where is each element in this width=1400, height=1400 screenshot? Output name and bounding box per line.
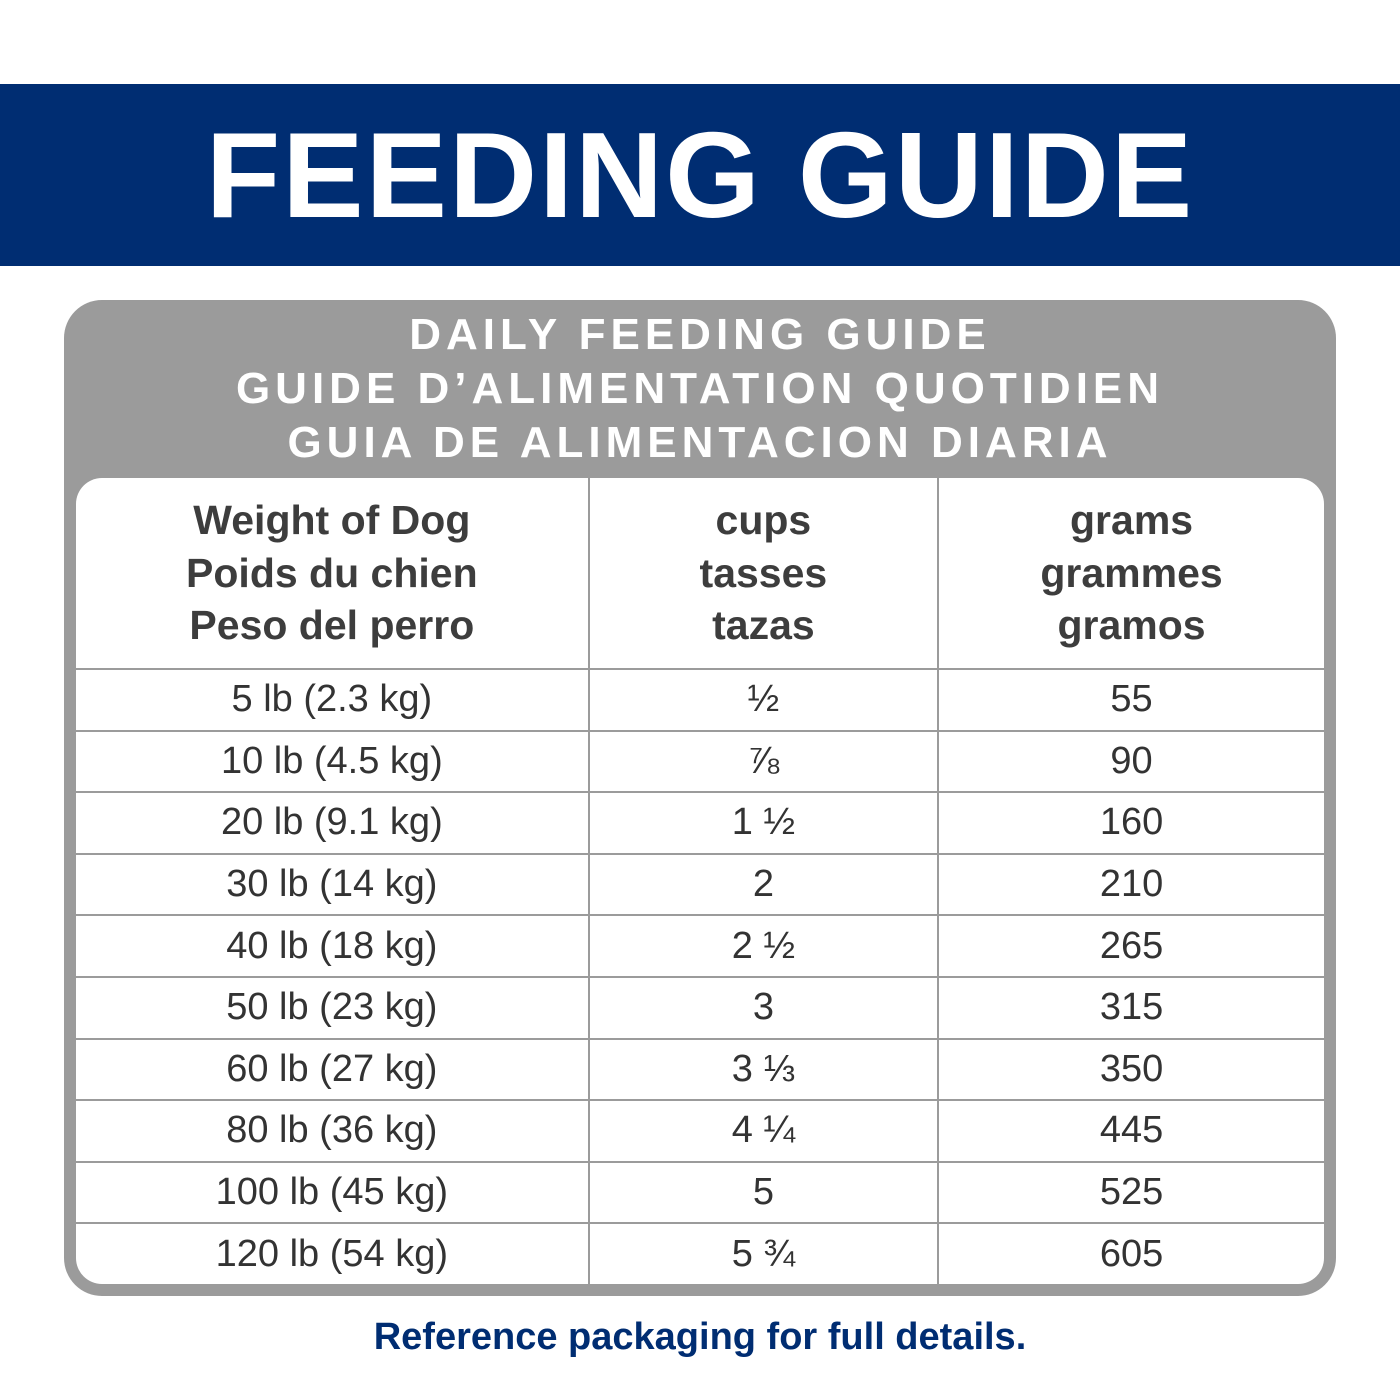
grams-cell: 445 — [937, 1101, 1324, 1161]
grams-cell: 90 — [937, 731, 1324, 792]
cups-cell: 3 — [587, 977, 937, 1038]
grams-cell: 55 — [937, 670, 1324, 730]
column-header-grams-en: grams — [1070, 497, 1194, 544]
weight-cell: 80 lb (36 kg) — [226, 1109, 438, 1152]
grams-cell: 525 — [937, 1162, 1324, 1223]
table-row: 30 lb (14 kg) 2 210 — [76, 852, 1324, 915]
cups-cell: 4 ¼ — [587, 1101, 937, 1161]
weight-cell: 30 lb (14 kg) — [226, 863, 438, 906]
column-header-weight-es: Peso del perro — [189, 602, 475, 649]
cups-cell: 2 — [587, 854, 937, 915]
cups-cell: ⅞ — [587, 731, 937, 792]
table-row: 60 lb (27 kg) 3 ⅓ 350 — [76, 1037, 1324, 1100]
weight-cell: 5 lb (2.3 kg) — [231, 678, 433, 721]
column-header-weight-fr: Poids du chien — [186, 549, 478, 596]
feeding-guide-card: DAILY FEEDING GUIDE GUIDE D’ALIMENTATION… — [64, 300, 1336, 1296]
weight-cell: 120 lb (54 kg) — [215, 1232, 449, 1275]
grams-cell: 605 — [937, 1224, 1324, 1284]
table-row: 5 lb (2.3 kg) ½ 55 — [76, 668, 1324, 730]
card-heading: DAILY FEEDING GUIDE GUIDE D’ALIMENTATION… — [64, 300, 1336, 478]
grams-cell: 350 — [937, 1039, 1324, 1100]
table-row: 20 lb (9.1 kg) 1 ½ 160 — [76, 791, 1324, 853]
grams-cell: 315 — [937, 977, 1324, 1038]
cups-cell: 5 — [587, 1162, 937, 1223]
weight-cell: 20 lb (9.1 kg) — [220, 801, 443, 844]
column-header-cups-es: tazas — [712, 602, 815, 649]
table-row: 120 lb (54 kg) 5 ¾ 605 — [76, 1222, 1324, 1284]
table-row: 100 lb (45 kg) 5 525 — [76, 1160, 1324, 1223]
weight-cell: 50 lb (23 kg) — [226, 986, 438, 1029]
cups-cell: 5 ¾ — [587, 1224, 937, 1284]
weight-cell: 10 lb (4.5 kg) — [220, 739, 443, 782]
column-header-weight: Weight of Dog Poids du chien Peso del pe… — [76, 478, 588, 668]
table-header-row: Weight of Dog Poids du chien Peso del pe… — [76, 478, 1324, 668]
table-row: 80 lb (36 kg) 4 ¼ 445 — [76, 1099, 1324, 1161]
cups-cell: 1 ½ — [587, 793, 937, 853]
weight-cell: 40 lb (18 kg) — [226, 924, 438, 967]
card-heading-line-en: DAILY FEEDING GUIDE — [409, 310, 991, 360]
weight-cell: 60 lb (27 kg) — [226, 1047, 438, 1090]
cups-cell: ½ — [587, 670, 937, 730]
banner: FEEDING GUIDE — [0, 84, 1400, 266]
table-row: 40 lb (18 kg) 2 ½ 265 — [76, 914, 1324, 976]
page-title: FEEDING GUIDE — [205, 107, 1195, 243]
cups-cell: 2 ½ — [587, 916, 937, 976]
card-heading-line-fr: GUIDE D’ALIMENTATION QUOTIDIEN — [235, 364, 1165, 414]
column-header-grams-fr: grammes — [1040, 549, 1223, 596]
footer-note: Reference packaging for full details. — [373, 1316, 1027, 1358]
grams-cell: 210 — [937, 854, 1324, 915]
weight-cell: 100 lb (45 kg) — [215, 1171, 449, 1214]
column-header-weight-en: Weight of Dog — [193, 497, 471, 544]
column-header-grams: grams grammes gramos — [937, 478, 1324, 668]
table-row: 50 lb (23 kg) 3 315 — [76, 975, 1324, 1038]
column-header-cups-fr: tasses — [699, 549, 828, 596]
card-heading-line-es: GUIA DE ALIMENTACION DIARIA — [287, 417, 1113, 467]
feeding-table: Weight of Dog Poids du chien Peso del pe… — [76, 478, 1324, 1284]
grams-cell: 160 — [937, 793, 1324, 853]
grams-cell: 265 — [937, 916, 1324, 976]
column-header-cups-en: cups — [715, 497, 812, 544]
column-header-grams-es: gramos — [1057, 602, 1206, 649]
column-header-cups: cups tasses tazas — [587, 478, 937, 668]
cups-cell: 3 ⅓ — [587, 1039, 937, 1100]
table-row: 10 lb (4.5 kg) ⅞ 90 — [76, 729, 1324, 792]
